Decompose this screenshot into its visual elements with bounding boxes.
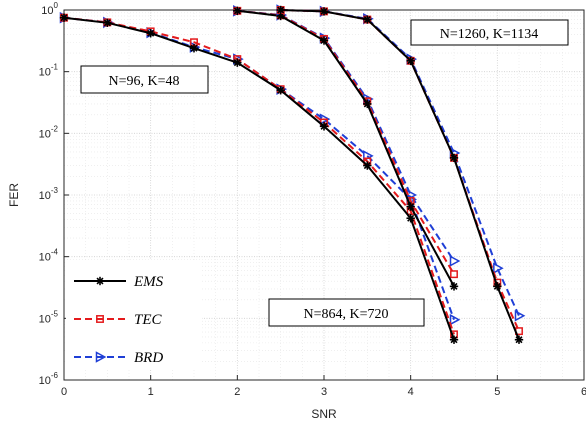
x-tick-label: 5	[494, 386, 500, 398]
annotation-n864-text: N=864, K=720	[303, 307, 388, 322]
data-series	[59, 4, 526, 344]
data-point-ems	[233, 58, 242, 67]
data-point-ems	[103, 18, 112, 28]
y-tick-label: 10-4	[39, 248, 59, 264]
y-tick-label: 10-2	[39, 124, 59, 140]
data-point-ems	[406, 214, 415, 223]
data-point-ems	[276, 5, 285, 15]
series-line-ems	[63, 16, 455, 341]
data-point-ems	[146, 29, 155, 38]
legend-marker	[95, 276, 105, 286]
series-ems-group-2	[276, 5, 524, 344]
data-point-brd	[514, 310, 526, 322]
data-point-ems	[319, 7, 329, 16]
data-point-ems	[319, 122, 329, 131]
legend-entry-brd: BRD	[74, 350, 163, 366]
y-tick-label: 10-3	[39, 186, 59, 202]
x-tick-label: 6	[581, 386, 586, 398]
data-point-ems	[449, 153, 459, 163]
x-tick-label: 0	[61, 386, 67, 398]
data-point-ems	[189, 44, 199, 53]
annotation-n1260: N=1260, K=1134	[410, 19, 569, 46]
annotation-n96-text: N=96, K=48	[108, 74, 179, 89]
series-line-tec	[63, 16, 455, 335]
x-tick-label: 1	[148, 386, 154, 398]
data-point-ems	[493, 282, 502, 291]
legend-label: TEC	[134, 312, 163, 328]
series-line-ems	[237, 9, 455, 287]
legend-entry-ems: EMS	[74, 274, 164, 290]
x-tick-label: 2	[234, 386, 240, 398]
data-point-ems	[449, 282, 459, 291]
data-point-ems	[406, 202, 415, 211]
data-point-brd	[493, 262, 504, 274]
annotation-n96: N=96, K=48	[80, 65, 209, 94]
data-point-ems	[449, 335, 459, 344]
series-ems-group-1	[233, 6, 459, 291]
data-point-ems	[276, 86, 285, 95]
legend-marker	[96, 315, 104, 323]
y-tick-label: 10-5	[39, 309, 59, 325]
data-point-brd	[449, 313, 461, 326]
legend-label: EMS	[133, 274, 164, 290]
annotation-n864: N=864, K=720	[268, 298, 425, 327]
x-tick-label: 3	[321, 386, 327, 398]
data-point-ems	[406, 56, 415, 66]
data-point-tec	[450, 270, 458, 279]
data-point-ems	[233, 6, 242, 16]
axis-ticks: 0 1 2 3 4 5 6 100 10-1 10-2 10-3 10-4 10-5 10-6	[39, 1, 586, 398]
legend-label: BRD	[134, 350, 163, 366]
data-point-ems	[514, 335, 524, 344]
series-ems-group-0	[59, 13, 459, 344]
x-tick-label: 4	[408, 386, 414, 398]
annotation-n1260-text: N=1260, K=1134	[440, 27, 539, 42]
y-tick-label: 100	[41, 1, 58, 17]
y-tick-label: 10-1	[39, 63, 59, 79]
legend-marker	[95, 351, 107, 363]
y-axis-label: FER	[7, 183, 21, 207]
y-tick-label: 10-6	[39, 371, 59, 387]
data-point-brd	[449, 255, 461, 267]
data-point-ems	[363, 161, 372, 170]
data-point-ems	[363, 99, 372, 109]
x-axis-label: SNR	[311, 407, 337, 421]
legend: EMS TEC BRD	[66, 260, 202, 370]
legend-entry-tec: TEC	[74, 312, 163, 328]
data-point-ems	[319, 36, 329, 45]
data-point-ems	[363, 15, 372, 24]
data-point-ems	[59, 13, 69, 22]
